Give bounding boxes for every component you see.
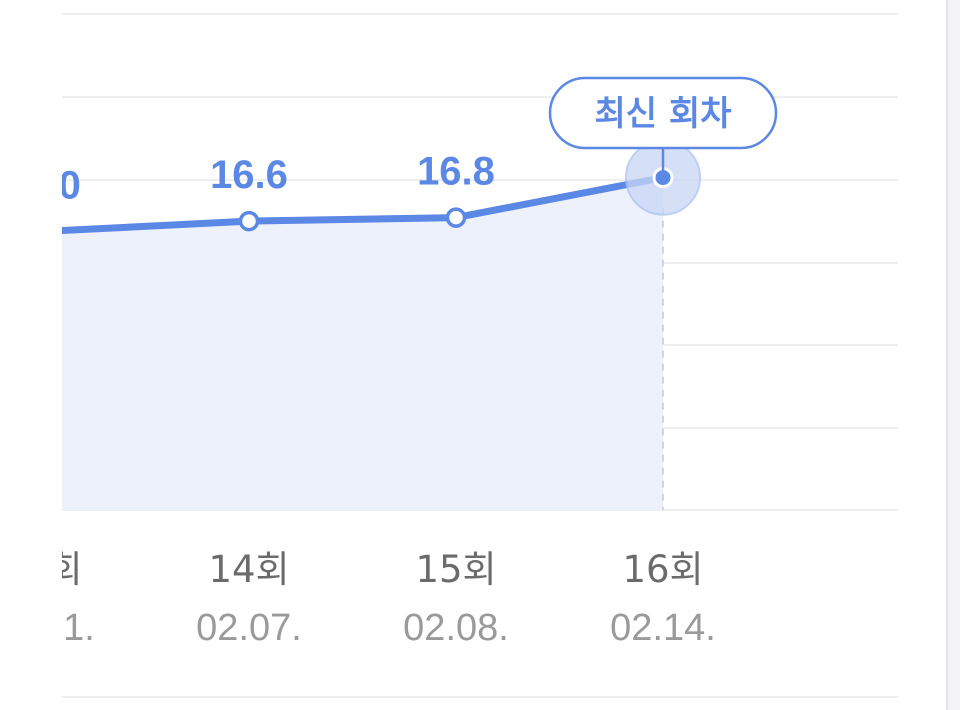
x-tick-date-2: 02.08. xyxy=(403,607,509,649)
scroll-edge-divider xyxy=(946,0,948,710)
series-line-path xyxy=(62,174,667,235)
latest-badge-pill[interactable] xyxy=(548,76,778,150)
x-axis-labels: 13회 02.01. 14회 02.07. 15회 02.08. 16회 02.14. xyxy=(0,548,716,649)
area-fill-shape xyxy=(62,177,663,510)
value-label-0: 16.0 xyxy=(3,164,81,208)
value-label-1: 16.6 xyxy=(210,153,288,197)
x-tick-date-1: 02.07. xyxy=(196,607,302,649)
x-tick-date-3: 02.14. xyxy=(610,607,716,649)
x-tick-round-2: 15회 xyxy=(415,548,496,591)
latest-badge[interactable]: 최신 회차 xyxy=(548,76,778,179)
x-tick-round-1: 14회 xyxy=(208,548,289,591)
latest-badge-label: 최신 회차 xyxy=(595,94,732,134)
scroll-edge xyxy=(946,0,960,710)
x-tick-round-3: 16회 xyxy=(622,548,703,591)
x-tick-date-0: 02.01. xyxy=(0,607,95,649)
data-point-1[interactable] xyxy=(238,210,260,232)
bottom-divider xyxy=(62,696,898,698)
data-point-0[interactable] xyxy=(34,223,51,240)
x-tick-round-0: 13회 xyxy=(1,548,82,591)
area-fill xyxy=(62,177,663,510)
value-label-2: 16.8 xyxy=(417,150,495,194)
data-point-2[interactable] xyxy=(445,207,467,228)
series-line xyxy=(62,174,667,235)
